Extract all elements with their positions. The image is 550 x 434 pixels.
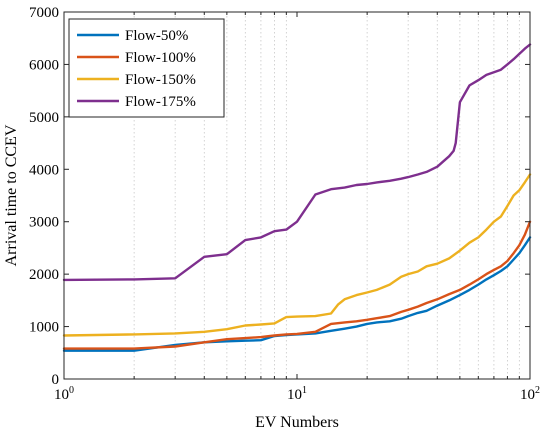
y-tick-label: 3000 [29,215,59,231]
x-tick-label: 102 [520,385,540,403]
axis-ticks [63,11,531,380]
series-line-1 [62,236,532,352]
y-axis-label: Arrival time to CCEV [3,124,20,266]
y-tick-label: 5000 [29,110,59,126]
y-tick-label: 2000 [29,267,59,283]
legend-label: Flow-50% [125,28,188,44]
x-tick-label: 101 [287,385,307,403]
x-axis-label: EV Numbers [255,414,339,431]
y-tick-label: 0 [52,372,60,388]
tick-labels: 0 1000 2000 3000 4000 5000 6000 7000 100 101 102 [29,5,540,403]
legend: Flow-50% Flow-100% Flow-150% Flow-175% [68,18,225,118]
series-lines [62,43,532,352]
x-tick-label: 100 [54,385,74,403]
series-line-2 [62,220,532,350]
series-line-3 [62,173,532,337]
y-tick-label: 6000 [29,57,59,73]
legend-label: Flow-150% [125,72,196,88]
y-tick-label: 7000 [29,5,59,21]
series-line-4 [62,43,532,282]
legend-label: Flow-100% [125,50,196,66]
y-tick-label: 4000 [29,162,59,178]
legend-label: Flow-175% [125,94,196,110]
y-tick-label: 1000 [29,320,59,336]
